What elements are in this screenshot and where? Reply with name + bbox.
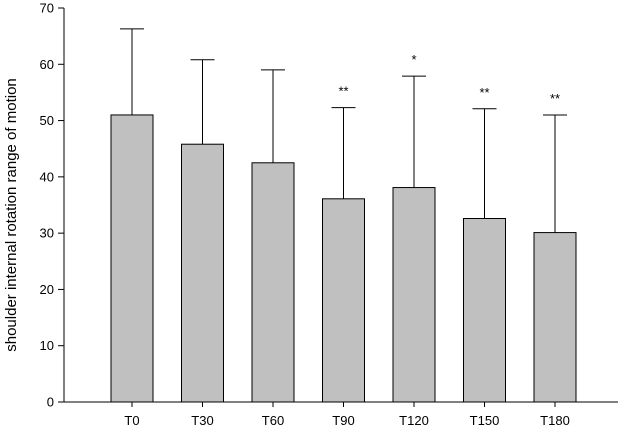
significance-label: *: [411, 52, 416, 67]
category-label: T120: [399, 413, 429, 428]
bar: [322, 198, 365, 403]
y-tick-label: 60: [40, 57, 54, 72]
bar: [392, 187, 436, 403]
category-label: T90: [332, 413, 354, 428]
y-axis-title: shoulder internal rotation range of moti…: [3, 78, 20, 352]
x-axis: [64, 401, 618, 407]
y-tick-label: 10: [40, 338, 54, 353]
category-label: T30: [191, 413, 213, 428]
significance-label: **: [338, 84, 348, 99]
y-tick-label: 0: [47, 395, 54, 410]
category-label: T0: [124, 413, 139, 428]
bar: [110, 114, 154, 403]
bar: [463, 218, 506, 403]
significance-labels-group: ***** **: [338, 52, 560, 106]
significance-label: **: [550, 91, 560, 106]
bar: [181, 143, 224, 403]
y-tick-label: 20: [40, 282, 54, 297]
error-bars-group: [120, 28, 567, 233]
y-tick-label: 50: [40, 113, 54, 128]
y-tick-label: 30: [40, 226, 54, 241]
significance-label: **: [479, 85, 489, 100]
category-labels-group: T0 T30 T60 T90 T120 T150 T180: [124, 413, 569, 428]
category-label: T180: [540, 413, 570, 428]
bar: [251, 162, 295, 403]
category-label: T150: [470, 413, 500, 428]
bars-group: [110, 114, 577, 403]
bar: [533, 232, 577, 403]
category-label: T60: [262, 413, 284, 428]
y-axis: 0 10 20 30 40 50 60 70: [40, 1, 65, 410]
y-tick-label: 40: [40, 169, 54, 184]
y-tick-label: 70: [40, 1, 54, 16]
